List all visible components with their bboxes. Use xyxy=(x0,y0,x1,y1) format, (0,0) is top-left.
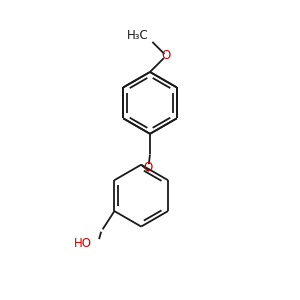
Text: HO: HO xyxy=(74,237,92,250)
Text: O: O xyxy=(162,49,171,62)
Text: H₃C: H₃C xyxy=(127,29,148,42)
Text: O: O xyxy=(143,161,152,174)
